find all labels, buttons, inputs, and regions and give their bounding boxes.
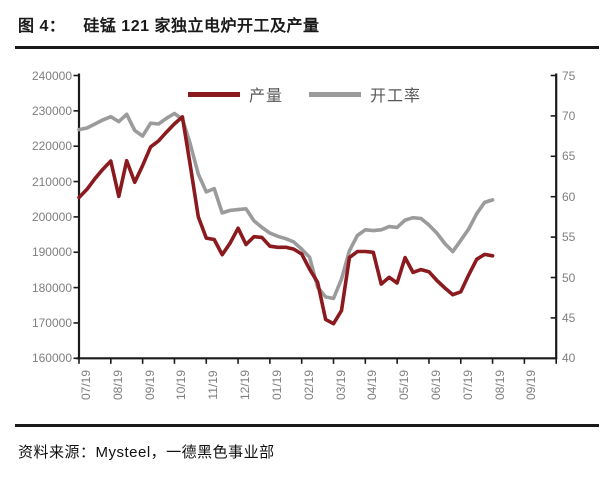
- right-axis-tick-label: 50: [562, 270, 576, 285]
- right-axis-tick-label: 75: [562, 68, 576, 83]
- operating-rate-legend-label: 开工率: [370, 88, 422, 105]
- top-divider-rule: [15, 46, 599, 49]
- figure-title-row: 图 4： 硅锰 121 家独立电炉开工及产量: [18, 12, 319, 36]
- figure-number-label: 图 4：: [18, 18, 66, 35]
- left-axis-tick-label: 180000: [31, 280, 72, 295]
- left-axis-tick-label: 170000: [31, 315, 72, 330]
- x-axis-tick-label: 10/19: [174, 369, 189, 401]
- x-axis-tick-label: 12/19: [238, 369, 253, 401]
- x-axis-tick-label: 02/19: [301, 369, 316, 401]
- chart-legend: 产量 开工率: [188, 82, 421, 106]
- x-axis-tick-label: 07/19: [79, 369, 93, 401]
- x-axis-tick-label: 09/19: [142, 369, 157, 401]
- x-axis-tick-label: 05/19: [397, 369, 412, 401]
- figure-title: 硅锰 121 家独立电炉开工及产量: [83, 18, 320, 35]
- x-axis-tick-label: 08/19: [110, 369, 125, 401]
- operating-rate-line-swatch: [309, 91, 362, 97]
- left-axis-tick-label: 220000: [31, 139, 72, 154]
- x-axis-tick-label: 07/19: [460, 369, 475, 401]
- left-axis-tick-label: 210000: [31, 174, 72, 189]
- production-line: [77, 115, 495, 326]
- bottom-divider-rule: [15, 424, 599, 427]
- legend-item-production: 产量: [188, 82, 283, 106]
- x-axis-tick-label: 01/19: [269, 369, 284, 401]
- left-axis-tick-label: 240000: [31, 68, 72, 83]
- left-axis-tick-label: 160000: [31, 351, 72, 366]
- right-axis-tick-label: 40: [562, 351, 576, 366]
- legend-item-operating-rate: 开工率: [309, 82, 421, 106]
- right-axis-tick-label: 45: [562, 310, 576, 325]
- x-axis-tick-label: 08/19: [492, 369, 507, 401]
- x-axis-tick-label: 04/19: [365, 369, 380, 401]
- left-axis-tick-label: 230000: [31, 103, 72, 118]
- operating-rate-line: [77, 111, 495, 301]
- left-axis-tick-label: 200000: [31, 209, 72, 224]
- x-axis-tick-label: 11/19: [206, 370, 221, 400]
- data-source-note: 资料来源：Mysteel，一德黑色事业部: [18, 444, 275, 461]
- x-axis-tick-label: 09/19: [524, 369, 539, 401]
- x-axis-tick-label: 06/19: [428, 369, 443, 401]
- production-legend-label: 产量: [249, 88, 284, 105]
- right-axis-tick-label: 55: [562, 230, 576, 245]
- x-axis-tick-label: 03/19: [333, 369, 348, 401]
- right-axis-tick-label: 70: [562, 108, 576, 123]
- production-line-swatch: [188, 91, 240, 97]
- left-axis-tick-label: 190000: [31, 245, 72, 260]
- right-axis-tick-label: 60: [562, 189, 576, 204]
- right-axis-tick-label: 65: [562, 149, 576, 164]
